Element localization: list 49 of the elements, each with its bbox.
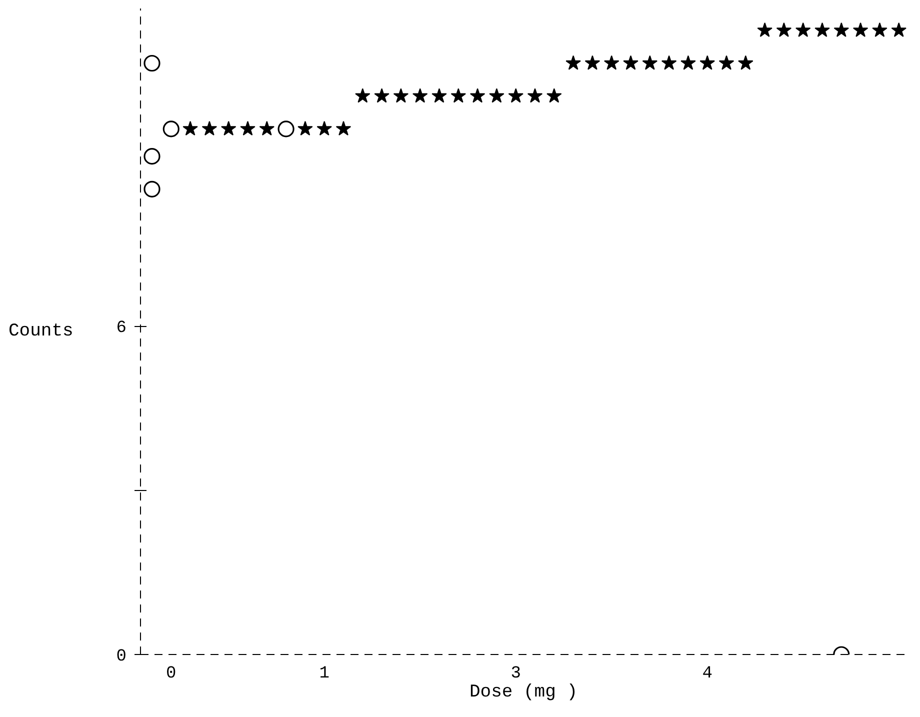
point (642, 55, 658, 70)
point (700, 55, 715, 70)
point (144, 54, 160, 72)
point (604, 55, 620, 70)
point (527, 88, 543, 103)
point (374, 88, 390, 103)
point (661, 55, 677, 70)
point (182, 120, 198, 136)
point (680, 55, 696, 70)
point (718, 55, 734, 70)
point (795, 22, 811, 37)
x-tick-label: 1 (319, 664, 330, 684)
point (393, 88, 409, 103)
x-axis-title: Dose (mg ) (469, 682, 578, 702)
point (240, 120, 256, 136)
point (489, 88, 504, 103)
point (546, 88, 562, 103)
point (872, 22, 888, 37)
point (450, 88, 466, 103)
point (336, 120, 352, 136)
point (852, 22, 868, 37)
point (757, 22, 772, 37)
point (584, 55, 600, 70)
point (298, 120, 313, 136)
point (355, 88, 370, 103)
point (834, 22, 850, 37)
point (278, 120, 294, 138)
point (144, 180, 160, 198)
point (220, 120, 236, 136)
point (412, 88, 428, 103)
point (316, 120, 332, 136)
point (566, 55, 581, 70)
x-tick-label: 0 (166, 664, 176, 684)
point (738, 55, 754, 70)
x-tick-label: 3 (510, 664, 521, 684)
y-tick-label: 6 (116, 319, 126, 338)
x-tick-label: 4 (702, 664, 712, 684)
point (144, 148, 160, 165)
point (814, 22, 830, 37)
point (432, 88, 447, 103)
point (776, 22, 792, 37)
y-axis-title: Counts (8, 322, 74, 342)
point (508, 88, 524, 103)
point (470, 88, 486, 103)
point (162, 120, 180, 138)
point (202, 120, 218, 136)
point (623, 55, 638, 70)
point (891, 22, 906, 37)
point (259, 120, 275, 136)
